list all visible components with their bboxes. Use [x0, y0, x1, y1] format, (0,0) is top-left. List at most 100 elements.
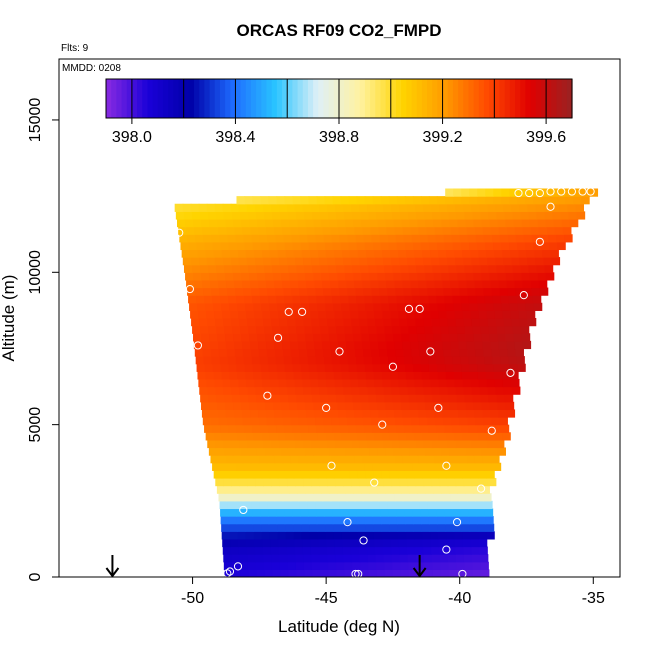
field-cell — [334, 378, 344, 388]
field-cell — [366, 378, 376, 388]
field-cell — [254, 257, 264, 266]
field-cell — [359, 386, 369, 395]
field-cell — [436, 241, 446, 251]
field-cell — [375, 257, 384, 266]
field-cell — [364, 196, 374, 205]
field-cell — [259, 234, 269, 243]
field-cell — [391, 318, 401, 327]
field-cell — [468, 424, 478, 433]
field-cell — [237, 371, 247, 380]
field-cell — [291, 287, 300, 296]
field-cell — [209, 409, 219, 418]
field-cell — [275, 234, 285, 243]
field-cell — [371, 348, 380, 357]
field-cell — [347, 500, 357, 510]
field-cell — [422, 249, 431, 258]
field-cell — [240, 485, 250, 494]
field-cell — [258, 493, 268, 502]
field-cell — [373, 432, 383, 441]
field-cell — [492, 196, 502, 205]
field-cell — [206, 378, 215, 388]
field-cell — [467, 348, 476, 357]
field-cell — [432, 264, 442, 273]
field-cell — [525, 302, 535, 311]
field-cell — [434, 279, 444, 289]
field-cell — [240, 264, 249, 273]
field-cell — [264, 447, 274, 456]
field-cell — [400, 325, 410, 334]
field-cell — [385, 272, 395, 281]
field-cell — [211, 287, 220, 296]
field-cell — [454, 432, 463, 441]
field-cell — [466, 226, 476, 235]
x-axis-label: Latitude (deg N) — [278, 617, 400, 636]
field-cell — [324, 295, 333, 304]
field-cell — [539, 234, 549, 243]
field-cell — [478, 538, 488, 548]
field-cell — [318, 203, 328, 212]
field-cell — [238, 257, 248, 266]
field-cell — [250, 340, 259, 350]
field-cell — [486, 470, 495, 479]
field-cell — [455, 257, 464, 266]
field-cell — [260, 363, 270, 372]
field-cell — [486, 378, 496, 388]
field-cell — [222, 310, 231, 319]
field-cell — [527, 257, 537, 266]
field-cell — [581, 196, 590, 205]
field-cell — [238, 310, 247, 319]
field-cell — [310, 378, 320, 388]
field-cell — [453, 516, 462, 525]
field-cell — [300, 295, 309, 304]
field-cell — [298, 409, 307, 418]
field-cell — [524, 295, 534, 304]
field-cell — [240, 394, 249, 403]
field-cell — [316, 508, 325, 517]
field-cell — [267, 287, 276, 296]
field-cell — [242, 279, 251, 289]
field-cell — [457, 218, 467, 228]
field-cell — [400, 561, 409, 570]
field-cell — [354, 493, 364, 502]
field-cell — [270, 203, 280, 212]
field-cell — [304, 325, 313, 334]
observation-point — [327, 461, 336, 470]
field-cell — [235, 356, 245, 365]
field-cell — [365, 470, 375, 479]
field-cell — [334, 203, 344, 212]
colorbar-cell — [421, 79, 428, 118]
field-cell — [243, 356, 253, 365]
field-cell — [199, 211, 209, 220]
field-cell — [290, 279, 299, 289]
field-cell — [282, 348, 292, 357]
field-cell — [357, 249, 367, 258]
field-cell — [410, 455, 420, 464]
field-cell — [408, 561, 417, 570]
field-cell — [422, 310, 432, 319]
field-cell — [271, 561, 281, 570]
field-cell — [500, 295, 510, 304]
field-cell — [544, 264, 554, 273]
field-cell — [311, 386, 321, 395]
field-cell — [454, 378, 464, 388]
field-cell — [297, 218, 306, 228]
field-cell — [471, 257, 480, 266]
field-cell — [452, 508, 462, 517]
field-cell — [383, 554, 393, 563]
field-cell — [366, 310, 375, 319]
field-cell — [299, 234, 309, 243]
field-cell — [322, 340, 331, 350]
field-cell — [557, 196, 566, 205]
field-cell — [489, 333, 499, 342]
field-cell — [493, 302, 503, 311]
colorbar-cell — [380, 79, 387, 118]
field-cell — [479, 477, 489, 487]
field-cell — [424, 264, 434, 273]
field-cell — [502, 371, 511, 380]
colorbar-tick-label: 399.6 — [526, 129, 566, 146]
field-cell — [481, 333, 491, 342]
field-cell — [309, 302, 318, 311]
field-cell — [270, 310, 279, 319]
field-cell — [307, 287, 316, 296]
field-cell — [342, 203, 352, 212]
